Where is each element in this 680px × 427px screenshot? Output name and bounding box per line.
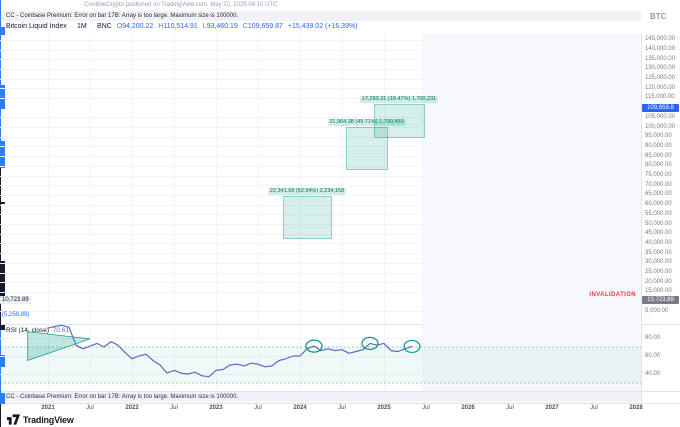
open-value: 94,200.22 [122, 23, 154, 30]
time-axis[interactable] [0, 403, 680, 414]
pane-separator[interactable] [0, 391, 680, 392]
symbol-name[interactable]: Bitcoin Liquid Index [6, 23, 67, 30]
study-error-banner-top: CC - Coinbase Premium: Error on bar 17B:… [0, 11, 641, 21]
rsi-legend: RSI (14, close) 70.61 [6, 327, 69, 334]
symbol-exchange: BNC [96, 23, 112, 30]
publication-caption: CredibleCrypto published on TradingView.… [84, 2, 278, 8]
close-label: C [242, 23, 248, 30]
price-pane-canvas[interactable] [0, 34, 641, 321]
rsi-title[interactable]: RSI (14, close) [6, 327, 49, 334]
study-error-text: CC - Coinbase Premium: Error on bar 17B:… [6, 13, 239, 19]
study-error-banner-bottom: CC - Coinbase Premium: Error on bar 17B:… [0, 392, 641, 402]
low-value: 93,460.19 [206, 23, 238, 30]
symbol-legend: Bitcoin Liquid Index · 1M · BNC O94,200.… [6, 23, 358, 30]
tradingview-logomark [6, 414, 20, 425]
symbol-watermark: BTC [650, 12, 667, 21]
tradingview-logo[interactable]: TradingView [6, 414, 74, 425]
low-label: L [202, 23, 207, 30]
study-error-text: CC - Coinbase Premium: Error on bar 17B:… [6, 394, 239, 400]
tradingview-wordmark: TradingView [23, 414, 74, 425]
high-value: 110,514.91 [163, 23, 198, 30]
rsi-pane-canvas[interactable] [0, 325, 641, 391]
close-value: 109,659.87 [247, 23, 283, 30]
separator-dot: · [90, 23, 93, 30]
open-label: O [116, 23, 123, 30]
pane-separator[interactable] [0, 324, 680, 325]
symbol-interval[interactable]: 1M [76, 23, 87, 30]
high-label: H [158, 23, 164, 30]
separator-dot: · [70, 23, 74, 30]
rsi-value: 70.61 [52, 327, 70, 334]
price-axis[interactable] [641, 34, 680, 403]
change-value: +15,439.02 (+16.39%) [287, 23, 358, 30]
